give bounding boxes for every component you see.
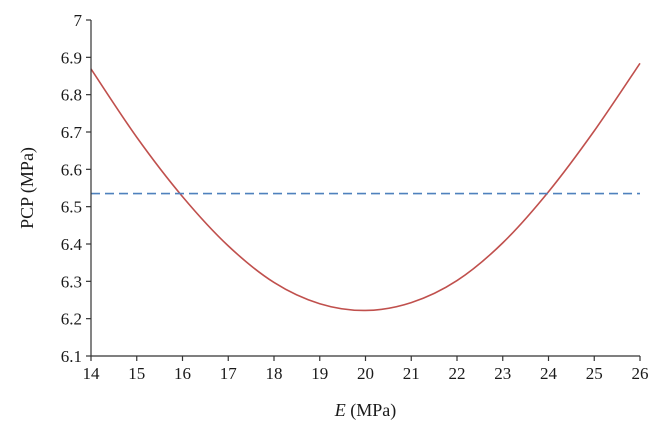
y-tick-label: 6.8 [61,86,82,105]
y-tick-label: 6.5 [61,198,82,217]
x-tick-label: 19 [311,364,328,383]
y-tick-label: 6.4 [61,235,83,254]
x-tick-label: 18 [266,364,283,383]
x-tick-label: 25 [586,364,603,383]
y-tick-label: 6.1 [61,347,82,366]
x-axis-title-symbol: E [334,400,346,420]
x-tick-label: 24 [540,364,558,383]
y-axis-title: PCP (MPa) [17,147,38,229]
plot-area [90,62,641,312]
y-tick-label: 6.6 [61,160,82,179]
pcp-curve [90,62,641,312]
x-tick-label: 17 [220,364,238,383]
x-ticks: 14 15 16 17 18 19 20 21 22 23 24 25 26 [83,356,649,383]
x-tick-label: 20 [357,364,374,383]
x-tick-label: 23 [494,364,511,383]
x-tick-label: 26 [632,364,649,383]
axes [90,20,640,357]
x-axis-title-unit: (MPa) [346,400,397,421]
x-tick-label: 16 [174,364,191,383]
y-tick-label: 6.7 [61,123,83,142]
x-tick-label: 15 [128,364,145,383]
y-tick-label: 6.2 [61,310,82,329]
x-tick-label: 21 [403,364,420,383]
x-tick-label: 22 [449,364,466,383]
y-tick-label: 6.9 [61,48,82,67]
y-tick-label: 6.3 [61,272,82,291]
y-tick-label: 7 [74,11,83,30]
x-tick-label: 14 [83,364,101,383]
x-axis-title: E (MPa) [334,400,397,421]
y-ticks: 6.1 6.2 6.3 6.4 6.5 6.6 6.7 6.8 6.9 7 [61,11,91,366]
